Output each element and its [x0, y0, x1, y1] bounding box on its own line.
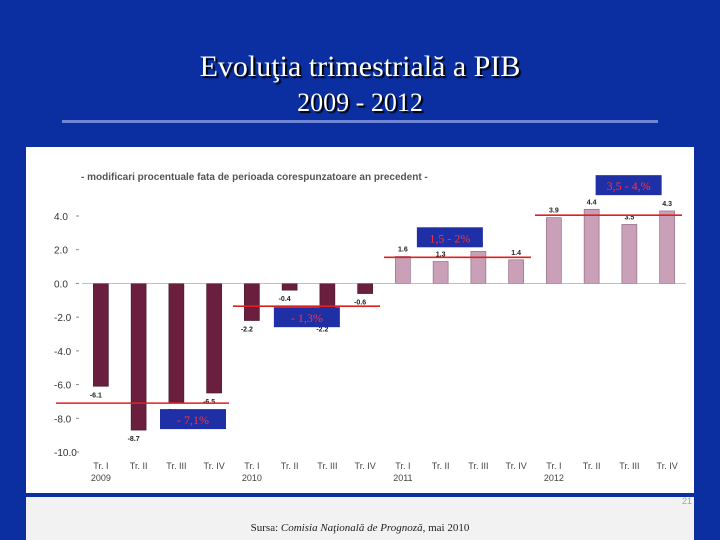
x-tick-label: Tr. IV — [657, 461, 678, 471]
bar-value-label: 1.6 — [398, 246, 408, 253]
annotation-label: 3,5 - 4,% — [607, 179, 651, 193]
bar — [206, 283, 222, 394]
y-tick-label: -2.0 — [54, 313, 72, 324]
title-rule — [62, 120, 658, 123]
x-tick-label: Tr. II — [130, 461, 148, 471]
source-prefix: Sursa: — [250, 522, 281, 534]
bar — [130, 283, 147, 431]
source-note: Sursa: Comisia Naţională de Prognoză, ma… — [0, 522, 720, 534]
x-tick-label: Tr. III — [468, 461, 488, 471]
year-label: 2009 — [91, 473, 111, 483]
bar — [168, 283, 185, 404]
x-tick-label: Tr. IV — [204, 461, 225, 471]
bar — [621, 224, 638, 284]
y-tick-label: 0.0 — [54, 279, 68, 290]
annotation-label: - 1,3% — [291, 311, 323, 325]
annotation-box — [273, 307, 340, 328]
year-label: 2010 — [242, 473, 262, 483]
bar — [546, 217, 562, 284]
bar-value-label: 4.4 — [587, 199, 597, 206]
footer-area — [26, 497, 694, 540]
x-tick-label: Tr. IV — [355, 461, 376, 471]
annotation-label: - 7,1% — [177, 413, 209, 427]
year-label: 2011 — [393, 473, 412, 483]
annotation-label: 1,5 - 2% — [429, 231, 470, 245]
bar-value-label: 3.9 — [549, 208, 559, 215]
year-label: 2012 — [544, 473, 564, 483]
annotation-box — [416, 227, 483, 248]
y-tick-label: -10.0 — [54, 448, 77, 459]
x-tick-label: Tr. III — [619, 461, 639, 471]
bar — [395, 256, 411, 284]
bar-value-label: 3.5 — [625, 214, 635, 221]
bar — [583, 208, 600, 284]
y-tick-label: 2.0 — [54, 246, 68, 257]
bar — [281, 283, 298, 291]
bar — [470, 251, 487, 284]
source-suffix: , mai 2010 — [422, 522, 470, 534]
annotation-box — [160, 409, 226, 430]
page-number: 21 — [681, 496, 692, 506]
bar-value-label: -8.7 — [128, 436, 140, 443]
source-name: Comisia Naţională de Prognoză — [280, 522, 423, 534]
bar-value-label: 4.3 — [662, 201, 672, 208]
x-tick-label: Tr. III — [166, 461, 186, 471]
x-tick-label: Tr. IV — [506, 461, 527, 471]
x-tick-label: Tr. II — [432, 461, 450, 471]
y-tick-label: -4.0 — [54, 347, 72, 358]
x-tick-label: Tr. III — [317, 461, 337, 471]
x-tick-label: Tr. I — [93, 461, 108, 471]
chart-panel: - modificari procentuale fata de perioad… — [26, 147, 694, 493]
x-tick-label: Tr. II — [583, 461, 601, 471]
bar — [244, 283, 260, 321]
bar-value-label: -0.4 — [279, 296, 291, 303]
y-tick-label: -8.0 — [54, 414, 72, 425]
x-tick-label: Tr. I — [395, 461, 410, 471]
annotation-box — [595, 175, 662, 196]
bar — [659, 210, 675, 284]
bar — [432, 261, 449, 284]
bar-value-label: 1.4 — [511, 250, 521, 257]
bar — [357, 283, 373, 294]
bar-value-label: -0.6 — [354, 300, 366, 307]
gdp-bar-chart: - modificari procentuale fata de perioad… — [54, 172, 686, 483]
slide-subtitle-years: 2009 - 2012 — [297, 88, 423, 117]
bar-value-label: -2.2 — [241, 327, 253, 334]
y-tick-label: 4.0 — [54, 212, 68, 223]
bar — [508, 259, 524, 284]
chart-subtitle: - modificari procentuale fata de perioad… — [81, 172, 428, 183]
y-tick-label: -6.0 — [54, 381, 72, 392]
x-tick-label: Tr. II — [281, 461, 299, 471]
bar-value-label: -2.2 — [316, 327, 328, 334]
bar-value-label: -6.1 — [90, 392, 102, 399]
x-tick-label: Tr. I — [244, 461, 259, 471]
bar — [93, 283, 109, 387]
bar-value-label: 1.3 — [436, 252, 446, 259]
x-tick-label: Tr. I — [546, 461, 561, 471]
slide-title: Evoluţia trimestrială a PIB — [199, 50, 521, 83]
